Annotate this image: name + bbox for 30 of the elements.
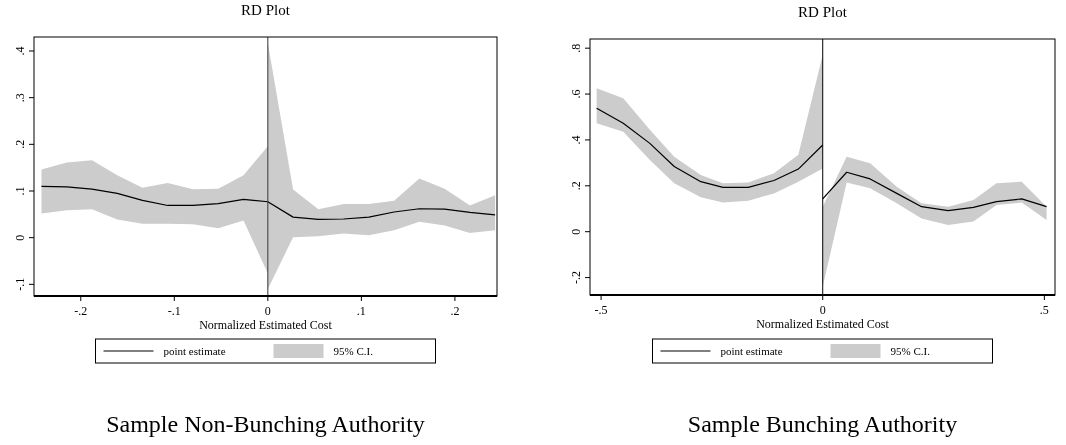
x-tick-label: .1 (356, 304, 366, 318)
x-tick-label: 0 (264, 304, 271, 318)
y-tick-label: .6 (569, 89, 583, 99)
y-tick-label: -.1 (13, 277, 27, 291)
chart-title: RD Plot (241, 2, 291, 18)
x-tick-label: -.2 (74, 304, 88, 318)
text: Sample Bunching Authority (687, 411, 958, 437)
text: 95% C.I. (890, 345, 931, 357)
legend-label: point estimate (720, 345, 783, 357)
y-tick-label: 0 (13, 234, 27, 241)
chart-title: RD Plot (798, 4, 848, 20)
x-tick-label: .2 (450, 304, 460, 318)
y-tick-label: .2 (13, 139, 27, 149)
y-tick-label: -.2 (569, 271, 583, 285)
legend-label: point estimate (163, 345, 226, 357)
x-tick-label: -.5 (594, 303, 608, 317)
x-tick-label: -.1 (167, 304, 181, 318)
text: Sample Non-Bunching Authority (106, 411, 425, 437)
y-tick-label: .4 (13, 46, 27, 56)
y-tick-label: .8 (569, 43, 583, 53)
x-axis-title: Normalized Estimated Cost (199, 318, 333, 332)
x-tick-label: 0 (819, 303, 826, 317)
y-tick-label: .2 (569, 181, 583, 191)
y-tick-label: .1 (13, 186, 27, 196)
x-tick-label: .5 (1039, 303, 1049, 317)
text: 95% C.I. (333, 345, 374, 357)
y-tick-label: .4 (569, 135, 583, 145)
y-tick-label: 0 (569, 228, 583, 235)
x-axis-title: Normalized Estimated Cost (756, 317, 890, 331)
y-tick-label: .3 (13, 93, 27, 103)
